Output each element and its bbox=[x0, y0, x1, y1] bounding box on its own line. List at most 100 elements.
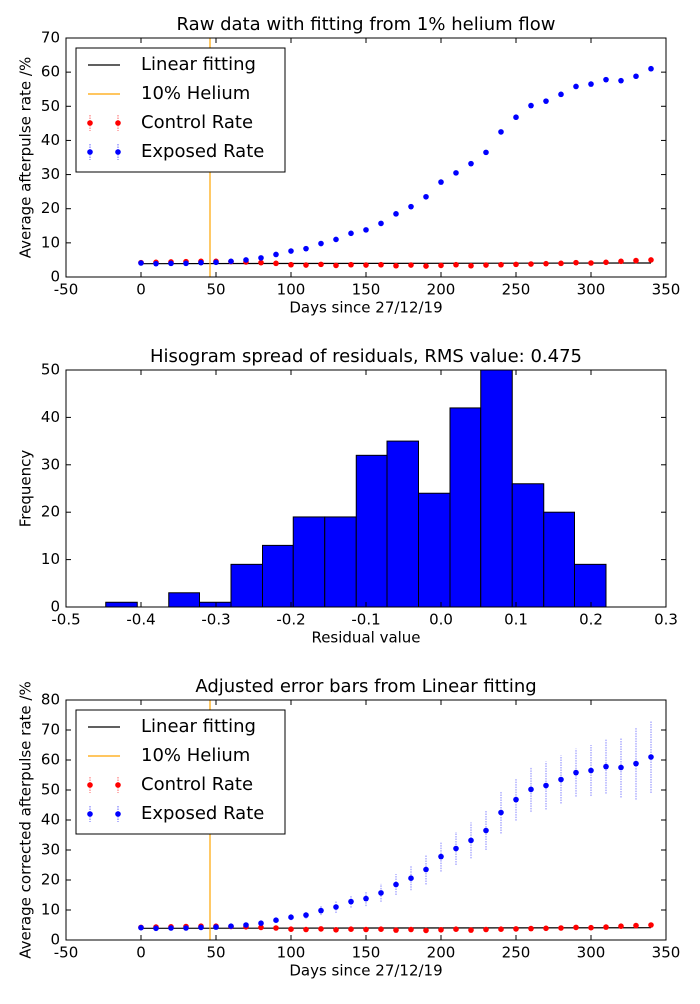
data-point bbox=[363, 227, 369, 233]
x-tick-label: 0.3 bbox=[654, 611, 678, 629]
x-tick-label: 200 bbox=[427, 944, 456, 962]
y-tick-label: 40 bbox=[41, 131, 60, 149]
plot-area bbox=[105, 370, 607, 607]
data-point bbox=[573, 769, 579, 776]
y-tick-label: 40 bbox=[41, 811, 60, 829]
data-point bbox=[513, 926, 519, 932]
data-point bbox=[423, 927, 429, 934]
x-tick-label: 350 bbox=[652, 281, 681, 299]
data-point bbox=[318, 907, 324, 914]
x-tick-label: 50 bbox=[206, 944, 225, 962]
data-point bbox=[198, 259, 204, 266]
y-tick-label: 80 bbox=[41, 691, 60, 709]
legend-box bbox=[75, 709, 286, 835]
histogram-bar bbox=[105, 601, 138, 607]
data-point bbox=[258, 255, 264, 261]
data-point bbox=[138, 260, 144, 266]
histogram-bar bbox=[386, 440, 419, 607]
x-axis-label: Days since 27/12/19 bbox=[289, 299, 442, 317]
x-tick-label: 0.2 bbox=[579, 611, 603, 629]
y-tick-label: 10 bbox=[41, 233, 60, 251]
y-tick-label: 30 bbox=[41, 455, 60, 473]
data-point bbox=[468, 262, 474, 269]
data-point bbox=[483, 827, 489, 834]
data-point bbox=[528, 102, 534, 109]
legend-marker bbox=[115, 782, 121, 788]
y-tick-label: 20 bbox=[41, 199, 60, 217]
y-tick-label: 0 bbox=[50, 268, 60, 286]
y-tick-label: 10 bbox=[41, 550, 60, 568]
legend: Linear fitting 10% Helium Control Rate Expo… bbox=[75, 47, 286, 173]
data-point bbox=[183, 260, 189, 267]
data-point bbox=[408, 926, 414, 933]
x-tick-label: -50 bbox=[54, 281, 79, 299]
data-point bbox=[498, 926, 504, 932]
data-point bbox=[648, 922, 654, 928]
data-point bbox=[378, 926, 384, 932]
data-point bbox=[228, 923, 234, 929]
y-tick-label: 30 bbox=[41, 841, 60, 859]
legend-marker bbox=[87, 149, 93, 155]
data-point bbox=[543, 925, 549, 932]
data-point bbox=[468, 927, 474, 933]
histogram-bar bbox=[418, 492, 451, 607]
data-point bbox=[483, 149, 489, 156]
data-point bbox=[618, 77, 624, 84]
data-point bbox=[483, 262, 489, 268]
y-tick-label: 50 bbox=[41, 97, 60, 115]
legend-label: Linear fitting bbox=[141, 54, 256, 75]
y-axis-label: Average corrected afterpulse rate /% bbox=[17, 681, 35, 958]
data-point bbox=[273, 260, 279, 267]
y-tick-label: 70 bbox=[41, 721, 60, 739]
data-point bbox=[438, 262, 444, 269]
plot-area bbox=[138, 700, 654, 940]
data-point bbox=[243, 257, 249, 263]
data-point bbox=[648, 65, 654, 72]
data-point bbox=[648, 754, 654, 760]
data-point bbox=[288, 926, 294, 932]
data-point bbox=[363, 895, 369, 902]
data-point bbox=[468, 837, 474, 844]
data-point bbox=[378, 220, 384, 227]
data-point bbox=[603, 76, 609, 83]
data-point bbox=[498, 129, 504, 135]
legend-label: Exposed Rate bbox=[141, 803, 264, 824]
x-tick-label: -50 bbox=[54, 944, 79, 962]
data-point bbox=[198, 924, 204, 931]
x-tick-label: 250 bbox=[502, 944, 531, 962]
data-point bbox=[618, 258, 624, 265]
histogram-bar bbox=[511, 483, 545, 607]
y-tick-label: 70 bbox=[41, 29, 60, 47]
x-tick-label: 150 bbox=[352, 944, 381, 962]
data-point bbox=[168, 260, 174, 267]
data-point bbox=[393, 211, 399, 217]
data-point bbox=[363, 926, 369, 933]
data-point bbox=[633, 73, 639, 80]
x-tick-label: 150 bbox=[352, 281, 381, 299]
histogram-bar bbox=[355, 454, 388, 607]
histogram-bar bbox=[292, 516, 326, 607]
data-point bbox=[288, 248, 294, 254]
histogram-bar bbox=[449, 407, 482, 607]
data-point bbox=[273, 917, 279, 923]
data-point bbox=[348, 898, 354, 905]
x-tick-label: -0.1 bbox=[351, 611, 380, 629]
data-point bbox=[213, 259, 219, 266]
data-point bbox=[333, 927, 339, 933]
data-point bbox=[618, 923, 624, 929]
data-point bbox=[648, 257, 654, 263]
histogram-bar bbox=[168, 592, 200, 607]
legend-marker bbox=[115, 120, 121, 126]
data-point bbox=[468, 160, 474, 167]
legend-label: Control Rate bbox=[141, 774, 253, 795]
chart-title: Raw data with fitting from 1% helium flo… bbox=[177, 14, 556, 35]
histogram-bar bbox=[199, 601, 232, 607]
data-point bbox=[438, 927, 444, 933]
x-axis-label: Residual value bbox=[311, 629, 420, 647]
histogram-bar bbox=[262, 544, 294, 607]
data-point bbox=[558, 925, 564, 931]
panel: Hisogram spread of residuals, RMS value:… bbox=[17, 346, 678, 647]
data-point bbox=[273, 251, 279, 258]
